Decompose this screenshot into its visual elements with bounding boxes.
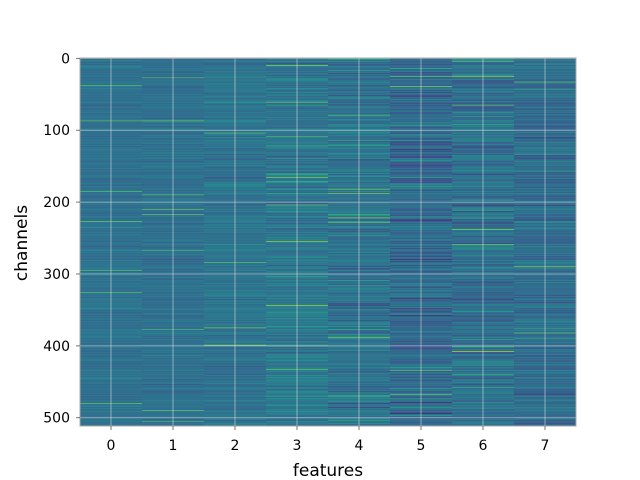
x-tick-label: 6 (479, 438, 488, 454)
x-tick-label: 5 (417, 438, 426, 454)
y-axis-label: channels (12, 205, 32, 281)
plot-frame (79, 57, 577, 427)
x-tick-label: 0 (107, 438, 116, 454)
y-tick-label: 200 (43, 195, 70, 211)
x-tick-label: 1 (169, 438, 178, 454)
x-tick-label: 3 (293, 438, 302, 454)
x-tick-label: 2 (231, 438, 240, 454)
grid-lines (80, 57, 576, 426)
y-tick-label: 0 (61, 51, 70, 67)
x-axis-label: features (293, 461, 363, 480)
x-tick-label: 7 (541, 438, 550, 454)
y-tick-label: 400 (43, 339, 70, 355)
y-axis-ticks: 0 100 200 300 400 500 (43, 51, 80, 427)
y-tick-label: 300 (43, 267, 70, 283)
y-tick-label: 100 (43, 123, 70, 139)
heatmap-cells (80, 58, 577, 427)
y-tick-label: 500 (43, 411, 70, 427)
x-tick-label: 4 (355, 438, 364, 454)
x-axis-ticks: 0 1 2 3 4 5 6 7 (107, 426, 550, 454)
